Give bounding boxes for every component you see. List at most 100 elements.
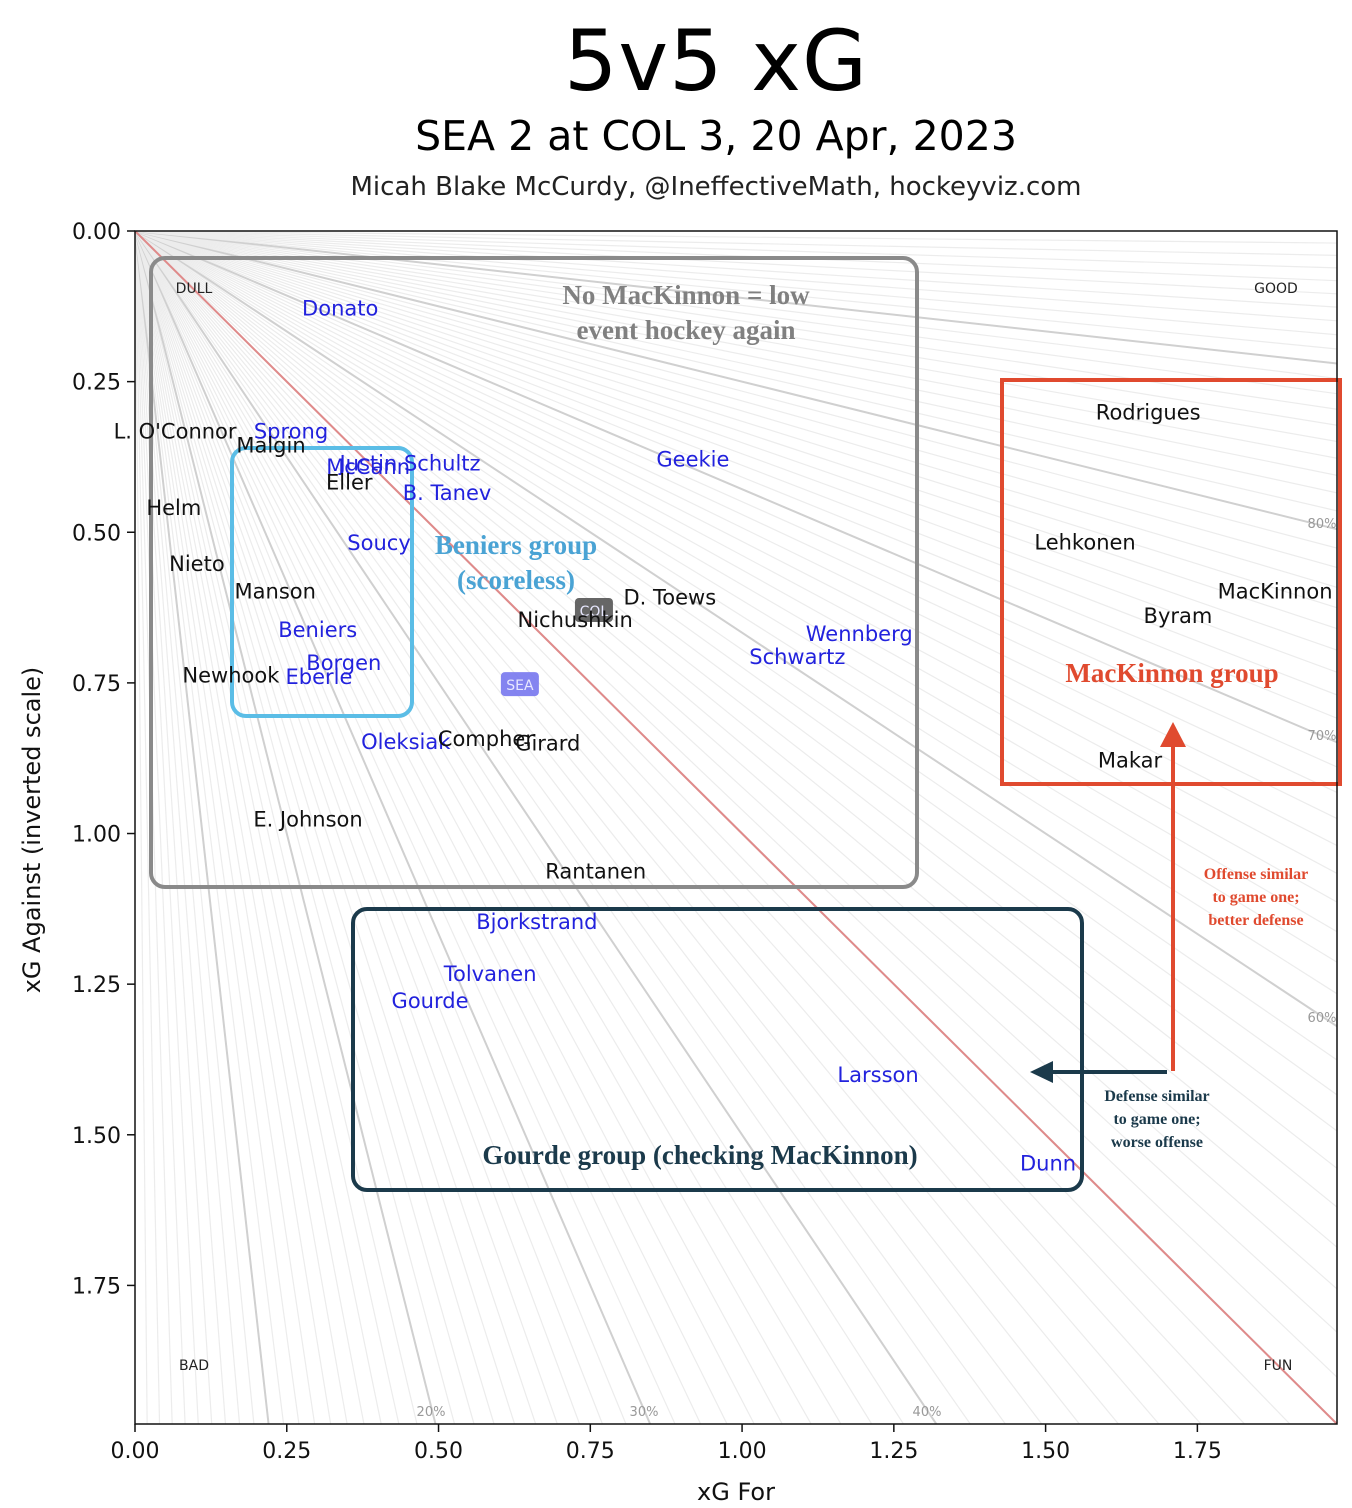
ratio-ray — [135, 231, 285, 1424]
ratio-ray — [135, 231, 255, 1424]
ratio-ray — [135, 231, 148, 1424]
ratio-ray — [135, 231, 1337, 651]
x-tick-label: 1.50 — [1021, 1439, 1070, 1464]
pct-label-60: 60% — [1308, 1011, 1337, 1026]
player-label: Bjorkstrand — [476, 910, 597, 934]
annotation-defense-note: to game one; — [1113, 1111, 1200, 1128]
ratio-ray — [135, 231, 1337, 1061]
team-badge-label: SEA — [506, 678, 534, 694]
ratio-ray — [135, 231, 938, 1424]
ratio-ray — [135, 231, 1202, 1424]
plot-border — [134, 230, 1338, 1425]
player-label: Helm — [146, 496, 201, 520]
x-tick-label: 1.75 — [1173, 1439, 1222, 1464]
ratio-ray — [135, 231, 537, 1424]
ratio-ray — [135, 231, 1337, 1290]
ratio-ray — [135, 231, 558, 1424]
player-label: Sprong — [254, 420, 328, 444]
ratio-ray — [135, 231, 1337, 569]
player-label: Dunn — [1020, 1152, 1076, 1176]
y-tick-label: 1.50 — [72, 1124, 121, 1149]
ratio-ray — [135, 231, 972, 1424]
annotations: No MacKinnon = low event hockey again Beni… — [435, 280, 1308, 1170]
pct-label-20: 20% — [417, 1405, 446, 1420]
ratio-ray — [135, 231, 300, 1424]
player-label: Borgen — [306, 651, 381, 675]
ratio-ray — [135, 231, 1337, 630]
player-label: Nieto — [169, 552, 225, 576]
y-tick-label: 1.00 — [72, 823, 121, 848]
chart-subtitle: SEA 2 at COL 3, 20 Apr, 2023 — [415, 112, 1017, 160]
ratio-ray — [135, 231, 1337, 1028]
player-label: B. Tanev — [403, 481, 492, 505]
player-label: L. O'Connor — [114, 420, 237, 444]
ratio-ray — [135, 231, 905, 1424]
ratio-ray — [135, 231, 1337, 847]
ratio-ray — [135, 231, 755, 1424]
ratio-ray — [135, 231, 400, 1424]
player-label: Wennberg — [806, 622, 913, 646]
ratio-ray — [135, 231, 842, 1424]
ratio-ray — [135, 231, 348, 1424]
player-label: Malgin — [236, 433, 305, 457]
corner-label-bad: BAD — [179, 1358, 209, 1374]
team-badge-sea — [500, 672, 539, 697]
x-tick-label: 1.25 — [869, 1439, 918, 1464]
ratio-ray — [135, 231, 1007, 1424]
player-label: Geekie — [656, 447, 729, 471]
ratio-ray — [135, 231, 365, 1424]
annotation-beniers: (scoreless) — [457, 565, 575, 595]
player-label: Oleksiak — [361, 730, 451, 754]
player-label: Newhook — [182, 664, 280, 688]
player-label: Eller — [326, 470, 373, 494]
ratio-ray — [135, 231, 1160, 1424]
ratio-ray — [135, 231, 1337, 365]
y-tick-label: 1.25 — [72, 973, 121, 998]
ratio-ray — [135, 231, 1337, 875]
ratio-ray — [135, 231, 382, 1424]
player-label: MacKinnon — [1218, 579, 1333, 603]
ratio-ray — [135, 231, 437, 1424]
ratio-ray — [135, 231, 213, 1424]
ratio-ray — [135, 231, 1337, 1334]
ratio-ray — [135, 231, 1120, 1424]
ratio-ray — [135, 231, 241, 1424]
ratio-ray — [135, 231, 1337, 820]
player-label: Girard — [515, 732, 580, 756]
ratio-ray — [135, 231, 581, 1424]
y-tick-label: 0.00 — [72, 220, 121, 245]
ratio-ray — [135, 231, 1337, 588]
annotation-offense-note: Offense similar — [1204, 866, 1308, 883]
ratio-ray — [135, 231, 516, 1424]
x-tick-label: 0.50 — [414, 1439, 463, 1464]
ratio-ray — [135, 231, 1337, 1170]
player-label: Beniers — [278, 618, 357, 642]
annotation-no-mackinnon: event hockey again — [577, 315, 796, 345]
ratio-ray — [135, 231, 199, 1424]
even-diagonal-line — [135, 231, 1337, 1424]
player-label: Larsson — [837, 1063, 918, 1087]
ratio-ray — [135, 231, 495, 1424]
y-axis-label: xG Against (inverted scale) — [18, 667, 46, 994]
ratio-ray — [135, 231, 1337, 696]
ratio-ray — [135, 231, 456, 1424]
chart-credit: Micah Blake McCurdy, @IneffectiveMath, h… — [350, 172, 1082, 202]
y-tick-label: 1.75 — [72, 1274, 121, 1299]
ratio-ray — [135, 231, 1337, 549]
ratio-ray — [135, 231, 1337, 494]
ratio-ray — [135, 231, 1337, 410]
corner-label-good: GOOD — [1254, 281, 1298, 297]
ratio-ray — [135, 231, 1337, 1096]
pct-label-70: 70% — [1308, 729, 1337, 744]
ratio-ray — [135, 231, 1337, 744]
ratio-ray — [135, 231, 161, 1424]
corner-label-fun: FUN — [1264, 1358, 1293, 1374]
chart-title: 5v5 xG — [563, 12, 869, 110]
player-label: Makar — [1098, 749, 1163, 773]
team-badge-col — [574, 597, 613, 622]
player-label: Eberle — [285, 665, 352, 689]
ratio-ray — [135, 231, 1337, 282]
player-label: D. Toews — [623, 585, 716, 609]
left-arrow-head — [1030, 1061, 1053, 1083]
